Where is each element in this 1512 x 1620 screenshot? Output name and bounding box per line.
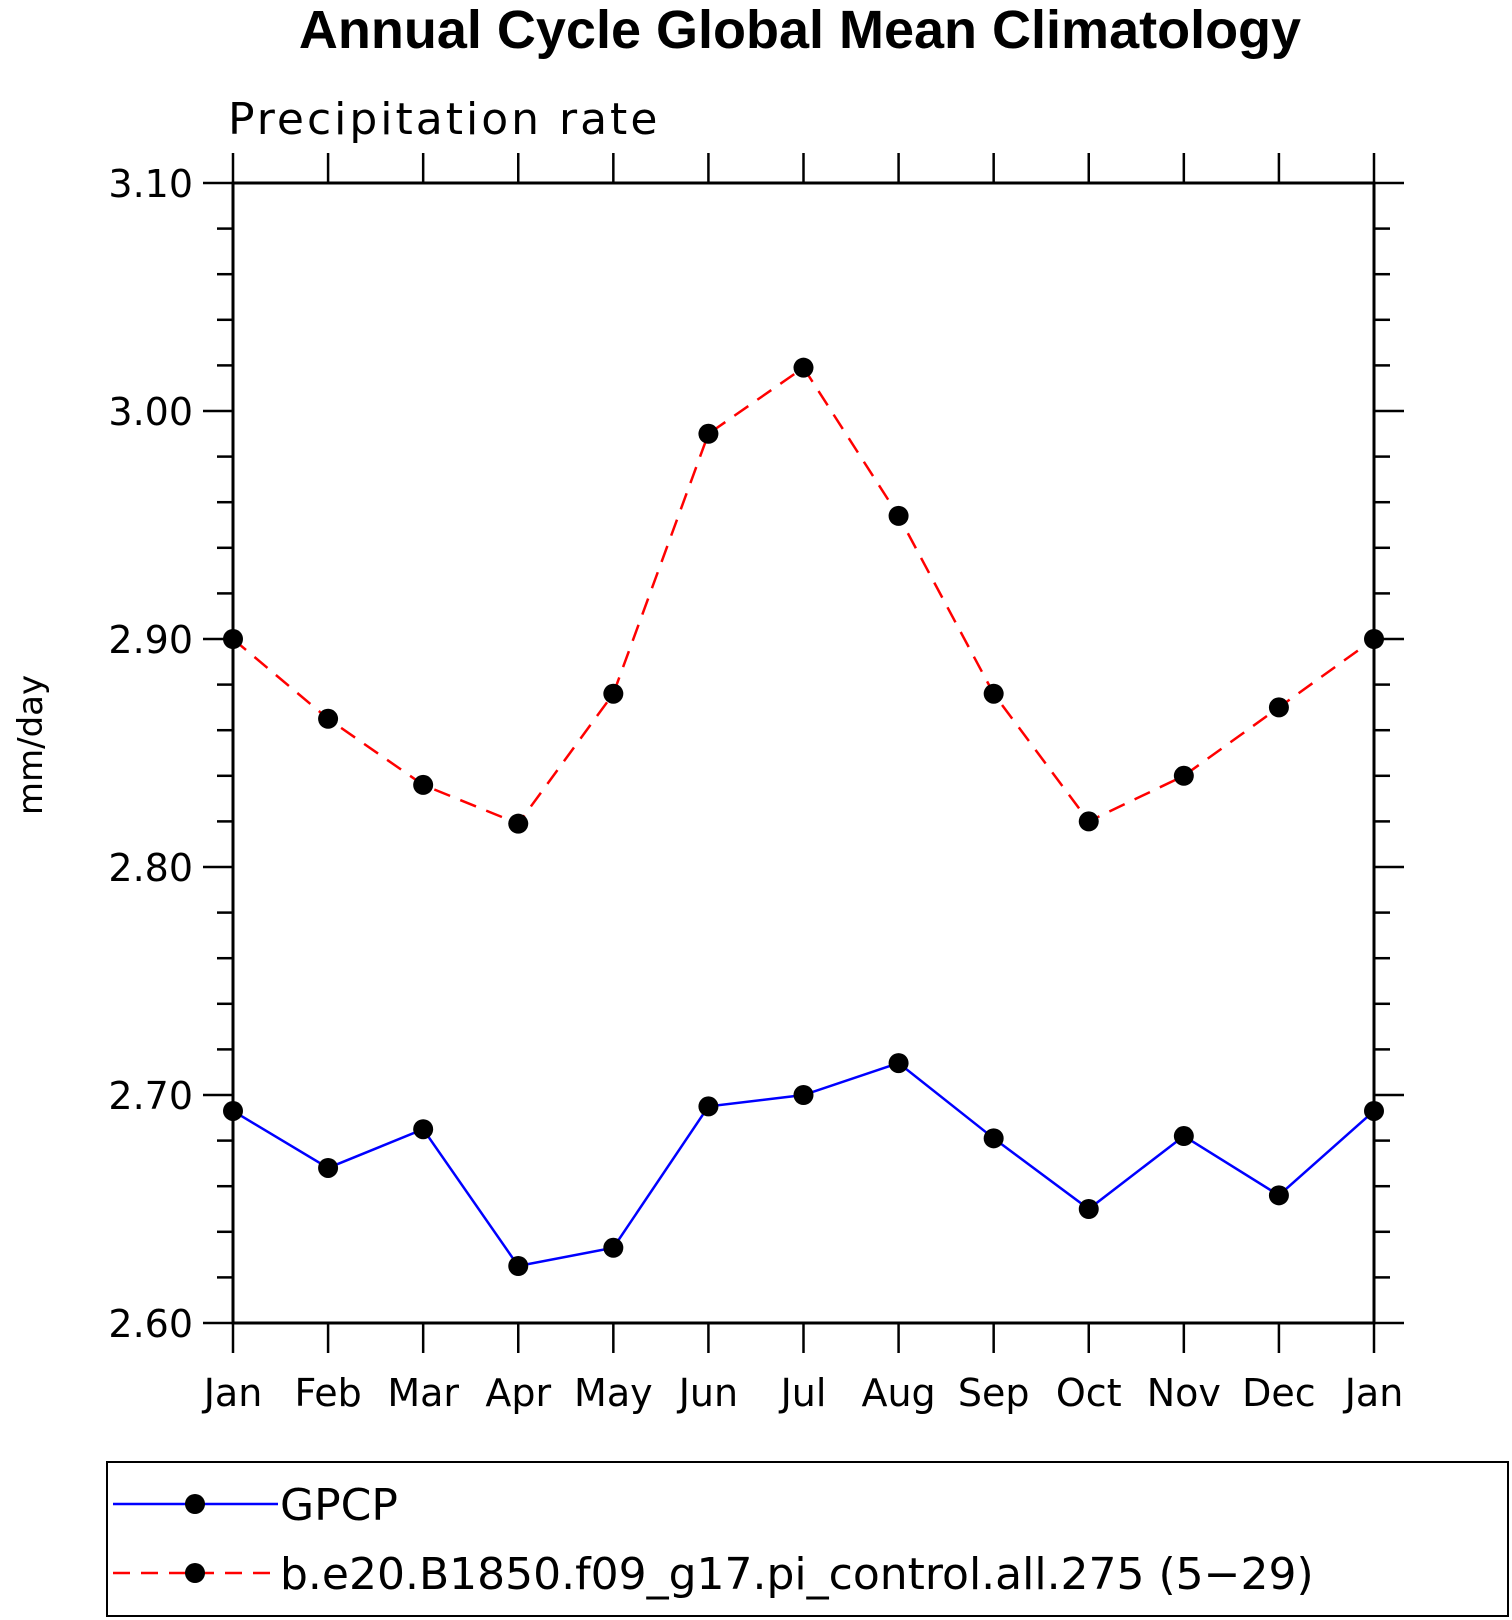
data-point (698, 423, 719, 444)
legend: GPCP b.e20.B1850.f09_g17.pi_control.all.2… (106, 1461, 1509, 1617)
data-point (983, 683, 1004, 704)
data-point (1173, 1126, 1194, 1147)
y-tick-label: 2.70 (108, 1074, 193, 1118)
data-point (603, 1237, 624, 1258)
data-point (1173, 765, 1194, 786)
data-point (888, 505, 909, 526)
data-point (1364, 629, 1384, 649)
y-tick-label: 2.90 (108, 618, 193, 662)
data-point (413, 1119, 434, 1140)
x-tick-label: Aug (861, 1371, 935, 1415)
x-tick-label: Mar (387, 1371, 459, 1415)
series-line (232, 365, 1375, 826)
x-tick-label: May (574, 1371, 653, 1415)
data-point (1078, 811, 1099, 832)
x-tick-label: Nov (1147, 1371, 1221, 1415)
data-point (413, 774, 434, 795)
x-tick-label: Apr (485, 1371, 551, 1415)
data-point (888, 1053, 909, 1074)
x-tick-label: Jan (1343, 1371, 1404, 1415)
x-tick-label: Sep (958, 1371, 1030, 1415)
data-point (1268, 697, 1289, 718)
y-tick-label: 2.80 (108, 846, 193, 890)
series-layer (223, 357, 1384, 1276)
x-tick-label: Jan (202, 1371, 263, 1415)
y-tick-label: 3.00 (108, 390, 193, 434)
y-tick-label: 2.60 (108, 1302, 193, 1346)
data-point (1078, 1199, 1099, 1219)
data-point (508, 813, 529, 834)
data-point (223, 629, 243, 649)
plot-frame (231, 181, 1376, 1325)
data-point (793, 357, 814, 378)
x-tick-label: Jun (677, 1371, 738, 1415)
legend-marker (185, 1494, 205, 1514)
data-point (318, 708, 339, 729)
legend-box (106, 1461, 1509, 1617)
legend-label: GPCP (280, 1480, 398, 1531)
data-point (603, 683, 624, 704)
chart-title: Annual Cycle Global Mean Climatology (299, 0, 1301, 60)
x-tick-label: Feb (294, 1371, 361, 1415)
chart-subtitle: Precipitation rate (228, 94, 660, 145)
x-tick-label: Oct (1056, 1371, 1122, 1415)
data-point (793, 1085, 814, 1105)
series-group (223, 357, 1384, 834)
data-point (698, 1096, 719, 1117)
y-tick-label: 3.10 (108, 162, 193, 206)
axes: 2.60 2.70 2.80 2.90 3.00 3.10 Jan Feb Mar Apr May J… (108, 153, 1404, 1415)
legend-label: b.e20.B1850.f09_g17.pi_control.all.275 (… (280, 1549, 1314, 1600)
legend-marker (185, 1563, 205, 1583)
data-point (508, 1256, 529, 1276)
data-point (223, 1100, 243, 1121)
x-tick-label: Jul (779, 1371, 827, 1415)
y-axis-label: mm/day (11, 675, 51, 815)
data-point (983, 1128, 1004, 1149)
data-point (318, 1157, 339, 1178)
x-tick-label: Dec (1242, 1371, 1316, 1415)
data-point (1268, 1185, 1289, 1206)
data-point (1364, 1100, 1384, 1121)
series-group (223, 1053, 1384, 1276)
